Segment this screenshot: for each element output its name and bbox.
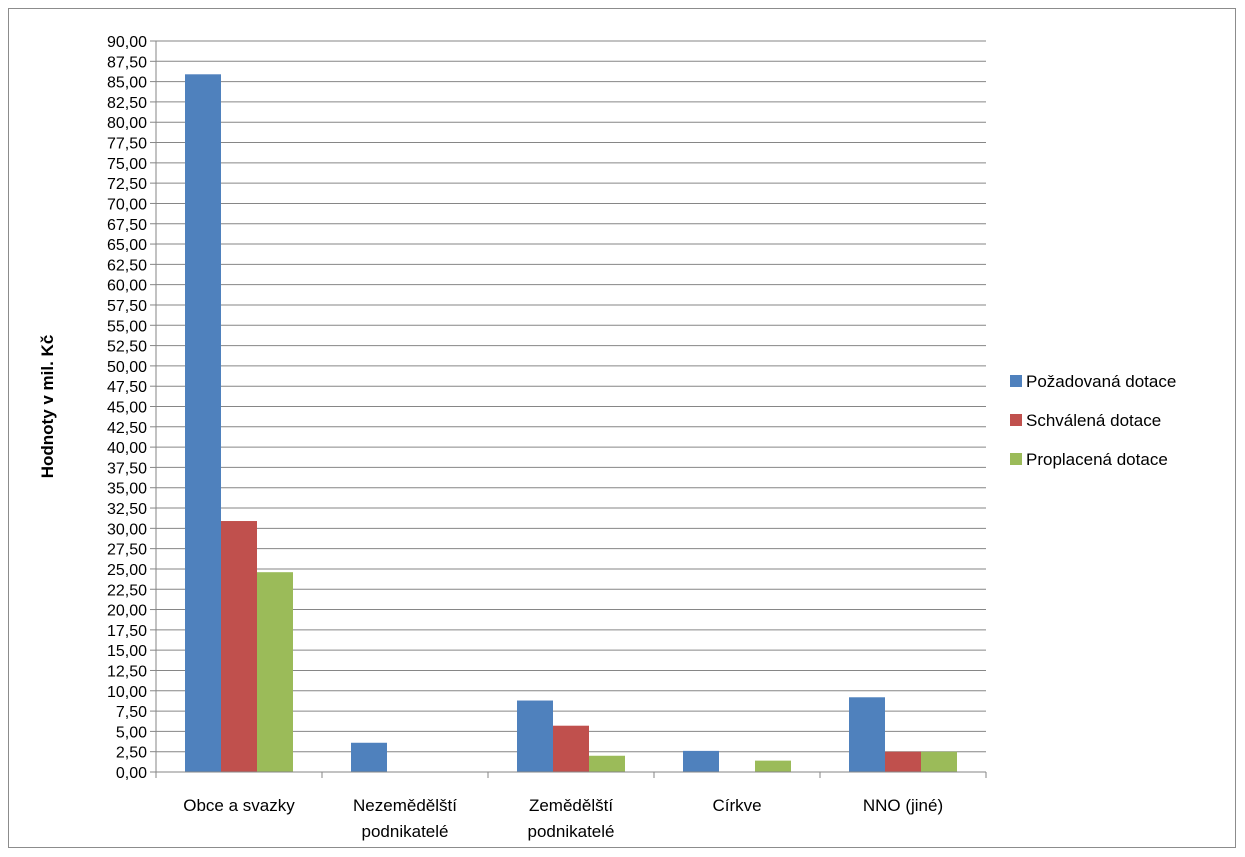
bar-po-adovan-dotace-1 <box>351 742 387 772</box>
bar-po-adovan-dotace-4 <box>849 697 885 772</box>
bar-po-adovan-dotace-3 <box>683 750 719 772</box>
bar-schv-len-dotace-0 <box>221 521 257 772</box>
bar-chart: 0,00 2,50 5,00 7,50 10,00 12,50 15,00 17,50 20,0… <box>38 34 1176 841</box>
y-tick-label: 0,00 <box>116 765 147 782</box>
y-tick-label: 75,00 <box>107 156 147 173</box>
x-category-label: Zemědělští <box>529 796 613 815</box>
y-tick-label: 32,50 <box>107 501 147 518</box>
bar-proplacen-dotace-4 <box>921 751 957 772</box>
y-tick-label: 67,50 <box>107 217 147 234</box>
y-tick-label: 57,50 <box>107 298 147 315</box>
y-tick-label: 5,00 <box>116 724 147 741</box>
y-tick-label: 77,50 <box>107 136 147 153</box>
y-tick-label: 82,50 <box>107 95 147 112</box>
y-axis-title: Hodnoty v mil. Kč <box>38 335 57 479</box>
y-tick-label: 20,00 <box>107 603 147 620</box>
y-tick-label: 10,00 <box>107 684 147 701</box>
legend-swatch <box>1010 453 1022 465</box>
y-tick-label: 62,50 <box>107 257 147 274</box>
bar-proplacen-dotace-2 <box>589 755 625 772</box>
y-tick-label: 2,50 <box>116 745 147 762</box>
legend: Požadovaná dotace Schválená dotace Proplac… <box>1010 372 1176 469</box>
bar-po-adovan-dotace-2 <box>517 700 553 772</box>
x-category-label: podnikatelé <box>528 822 615 841</box>
x-category-label: Církve <box>712 796 761 815</box>
legend-label: Schválená dotace <box>1026 411 1161 430</box>
bar-schv-len-dotace-2 <box>553 725 589 772</box>
y-tick-label: 42,50 <box>107 420 147 437</box>
y-tick-label: 25,00 <box>107 562 147 579</box>
y-tick-label: 27,50 <box>107 542 147 559</box>
y-tick-label: 15,00 <box>107 643 147 660</box>
x-category-label: Nezemědělští <box>353 796 457 815</box>
y-tick-label: 80,00 <box>107 115 147 132</box>
y-tick-label: 85,00 <box>107 75 147 92</box>
y-tick-label: 35,00 <box>107 481 147 498</box>
y-tick-label: 30,00 <box>107 521 147 538</box>
bars <box>185 74 957 773</box>
y-tick-label: 90,00 <box>107 34 147 51</box>
y-tick-label: 12,50 <box>107 663 147 680</box>
y-tick-label: 7,50 <box>116 704 147 721</box>
y-tick-label: 70,00 <box>107 196 147 213</box>
axes: 0,00 2,50 5,00 7,50 10,00 12,50 15,00 17,50 20,0… <box>107 34 987 841</box>
legend-label: Požadovaná dotace <box>1026 372 1176 391</box>
legend-label: Proplacená dotace <box>1026 450 1168 469</box>
y-tick-label: 37,50 <box>107 460 147 477</box>
y-tick-label: 17,50 <box>107 623 147 640</box>
y-tick-label: 55,00 <box>107 318 147 335</box>
gridlines <box>156 40 986 753</box>
y-tick-label: 65,00 <box>107 237 147 254</box>
y-tick-label: 60,00 <box>107 278 147 295</box>
y-tick-label: 52,50 <box>107 339 147 356</box>
x-category-label: NNO (jiné) <box>863 796 943 815</box>
y-tick-label: 45,00 <box>107 400 147 417</box>
bar-po-adovan-dotace-0 <box>185 74 221 773</box>
y-tick-label: 22,50 <box>107 582 147 599</box>
x-category-label: podnikatelé <box>362 822 449 841</box>
y-tick-label: 50,00 <box>107 359 147 376</box>
y-tick-label: 87,50 <box>107 54 147 71</box>
x-category-label: Obce a svazky <box>183 796 295 815</box>
legend-swatch <box>1010 414 1022 426</box>
bar-proplacen-dotace-3 <box>755 760 791 772</box>
y-tick-label: 72,50 <box>107 176 147 193</box>
chart-frame: 0,00 2,50 5,00 7,50 10,00 12,50 15,00 17,50 20,0… <box>8 8 1236 848</box>
y-tick-label: 47,50 <box>107 379 147 396</box>
bar-schv-len-dotace-4 <box>885 751 921 772</box>
y-tick-label: 40,00 <box>107 440 147 457</box>
bar-proplacen-dotace-0 <box>257 572 293 772</box>
legend-swatch <box>1010 375 1022 387</box>
